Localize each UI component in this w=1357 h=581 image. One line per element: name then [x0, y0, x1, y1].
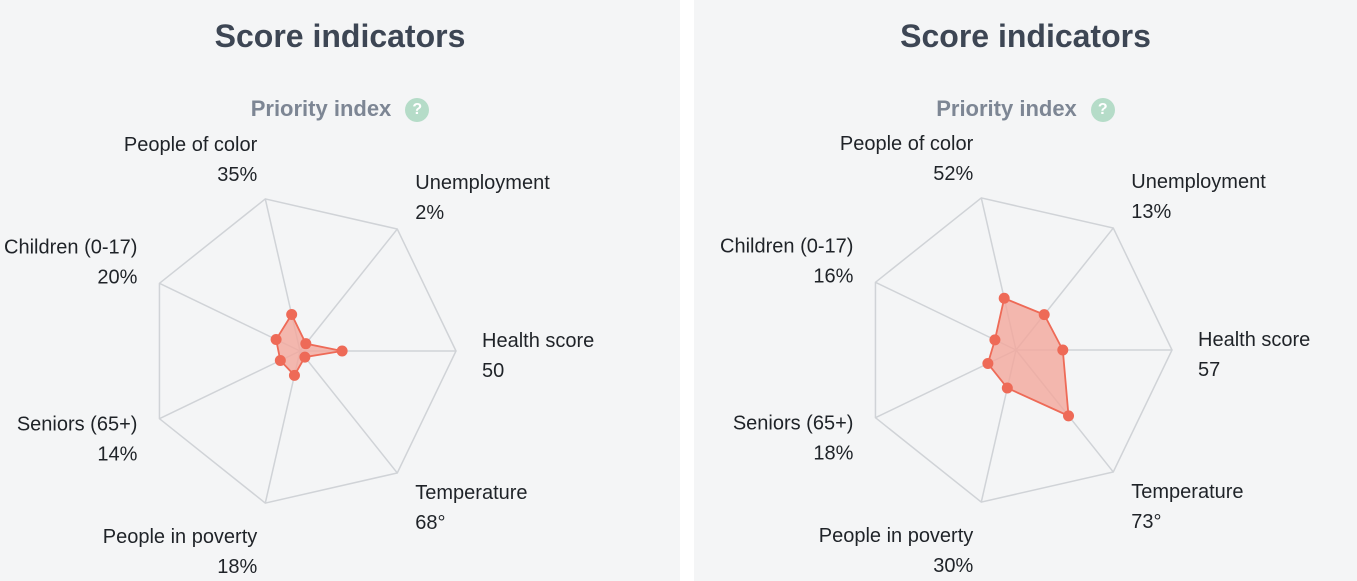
- axis-value-label: 73°: [1131, 511, 1161, 533]
- radar-data-point[interactable]: [1001, 382, 1013, 394]
- axis-value-label: 52%: [933, 163, 973, 185]
- axis-label: Health score: [1198, 329, 1310, 351]
- axis-value-label: 14%: [97, 444, 137, 466]
- axis-value-label: 68°: [415, 512, 445, 534]
- chart-title: Score indicators: [900, 18, 1151, 54]
- radar-axis-spoke: [299, 350, 398, 474]
- question-circle-icon[interactable]: ?: [1090, 98, 1115, 122]
- radar-data-point[interactable]: [299, 351, 311, 363]
- axis-label: Temperature: [415, 482, 527, 504]
- axis-label: Temperature: [1131, 481, 1243, 503]
- question-circle-icon[interactable]: ?: [405, 98, 430, 122]
- radar-data-area: [986, 297, 1070, 418]
- radar-data-point[interactable]: [989, 334, 1001, 346]
- radar-data-point[interactable]: [1038, 309, 1050, 321]
- chart-subtitle: Priority index?: [694, 96, 1357, 122]
- axis-value-label: 2%: [415, 202, 444, 224]
- axis-label: Seniors (65+): [17, 414, 138, 436]
- radar-data-point[interactable]: [1057, 344, 1069, 356]
- score-panel-left: Score indicators Priority index? Health …: [0, 0, 680, 581]
- radar-grid-outline: [874, 197, 1173, 503]
- radar-data-point[interactable]: [274, 354, 286, 366]
- radar-chart: Health score 57 Unemployment 13% People of c…: [720, 133, 1310, 577]
- priority-index-label: Priority index: [936, 96, 1077, 121]
- axis-label: Seniors (65+): [733, 413, 854, 435]
- axis-value-label: 57: [1198, 359, 1220, 381]
- axis-label: People of color: [840, 133, 974, 155]
- radar-chart: Health score 50 Unemployment 2% People of co…: [4, 134, 594, 578]
- priority-index-label: Priority index: [250, 96, 392, 121]
- radar-data-point[interactable]: [300, 338, 312, 350]
- axis-label: People in poverty: [103, 526, 258, 548]
- axis-label: Unemployment: [415, 172, 550, 194]
- radar-data-point[interactable]: [336, 345, 348, 357]
- chart-subtitle: Priority index?: [0, 96, 680, 122]
- axis-value-label: 30%: [933, 555, 973, 577]
- axis-label: Unemployment: [1131, 171, 1266, 193]
- radar-axis-spoke: [299, 228, 398, 352]
- axis-label: Children (0-17): [720, 235, 853, 257]
- radar-grid-outline: [158, 198, 457, 504]
- radar-data-point[interactable]: [288, 369, 300, 381]
- axis-label: People of color: [124, 134, 258, 156]
- radar-data-point[interactable]: [1063, 410, 1075, 422]
- axis-value-label: 18%: [217, 556, 257, 578]
- axis-value-label: 20%: [97, 266, 137, 288]
- axis-label: People in poverty: [819, 525, 974, 547]
- axis-label: Health score: [482, 330, 594, 352]
- chart-title: Score indicators: [214, 18, 466, 54]
- radar-data-point[interactable]: [982, 358, 994, 370]
- score-panel-right: Score indicators Priority index? Health …: [694, 0, 1357, 581]
- radar-data-point[interactable]: [270, 333, 282, 345]
- axis-label: Children (0-17): [4, 236, 137, 258]
- radar-data-point[interactable]: [286, 308, 298, 320]
- axis-value-label: 35%: [217, 164, 257, 186]
- axis-value-label: 16%: [813, 265, 853, 287]
- radar-data-point[interactable]: [998, 292, 1010, 304]
- axis-value-label: 13%: [1131, 201, 1171, 223]
- axis-value-label: 18%: [813, 443, 853, 465]
- axis-value-label: 50: [482, 360, 504, 382]
